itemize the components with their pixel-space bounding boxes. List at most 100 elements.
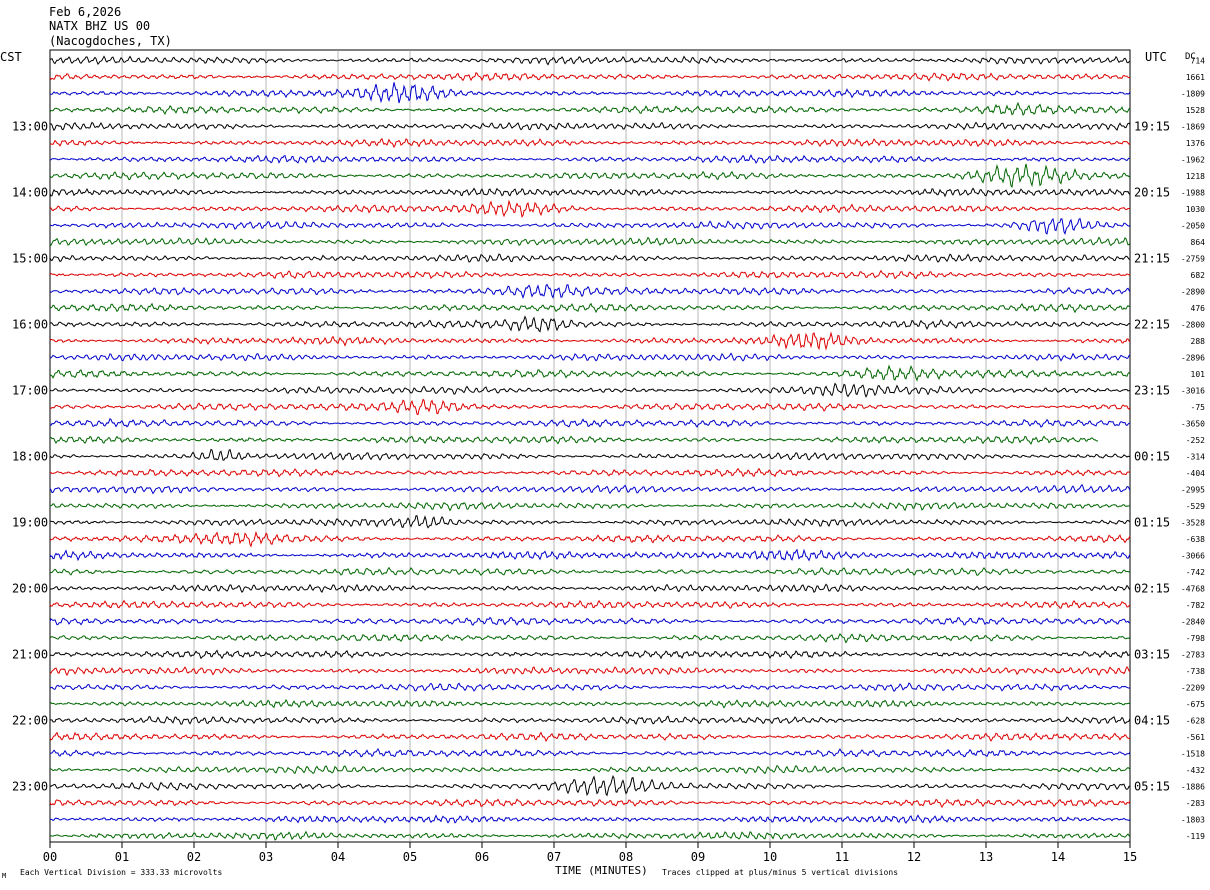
trace-line (49, 798, 1131, 809)
dc-offset-label: -2890 (1181, 287, 1205, 296)
chart-location: (Nacogdoches, TX) (49, 34, 172, 48)
trace-line (49, 599, 1131, 609)
dc-offset-label: -2209 (1181, 683, 1205, 692)
trace-line (49, 418, 1131, 428)
dc-offset-label: -404 (1186, 469, 1205, 478)
right-hour-label: 21:15 (1134, 251, 1170, 265)
x-tick-label: 05 (403, 850, 417, 864)
left-hour-label: 19:00 (12, 515, 48, 529)
trace-line (49, 187, 1131, 198)
dc-offset-label: 864 (1191, 238, 1206, 247)
left-hour-label: 13:00 (12, 119, 48, 133)
right-hour-label: 00:15 (1134, 449, 1170, 463)
dc-offset-label: -1809 (1181, 89, 1205, 98)
trace-line (49, 101, 1131, 116)
trace-line (49, 236, 1131, 247)
dc-label: DC (1185, 52, 1196, 62)
dc-offset-label: -252 (1186, 436, 1205, 445)
left-timezone-label: CST (0, 50, 22, 64)
dc-offset-label: 288 (1191, 337, 1206, 346)
dc-offset-label: -561 (1186, 733, 1205, 742)
trace-line (49, 467, 1131, 478)
trace-line (49, 548, 1131, 562)
trace-line (49, 253, 1131, 263)
right-hour-label: 05:15 (1134, 779, 1170, 793)
trace-line (49, 217, 1131, 235)
dc-offset-label: 714 (1191, 56, 1206, 65)
dc-offset-label: -2050 (1181, 221, 1205, 230)
trace-line (49, 72, 1131, 82)
trace-line (49, 435, 1099, 445)
scale-note: Each Vertical Division = 333.33 microvol… (20, 868, 222, 877)
trace-line (49, 163, 1131, 188)
right-hour-labels: 19:15 20:15 21:15 22:15 23:15 00:15 01:15 02:15… (1134, 119, 1170, 793)
left-hour-label: 17:00 (12, 383, 48, 397)
dc-offset-label: -2995 (1181, 485, 1205, 494)
x-tick-label: 12 (907, 850, 921, 864)
trace-line (49, 137, 1131, 149)
right-hour-label: 22:15 (1134, 317, 1170, 331)
right-hour-label: 20:15 (1134, 185, 1170, 199)
dc-offset-label: -738 (1186, 667, 1205, 676)
chart-station: NATX BHZ US 00 (49, 19, 150, 33)
dc-offset-label: -314 (1186, 452, 1205, 461)
dc-offset-label: 1661 (1186, 73, 1205, 82)
dc-offset-label: -4768 (1181, 584, 1205, 593)
left-hour-label: 18:00 (12, 449, 48, 463)
x-axis-ticks: 00 01 02 03 04 05 06 07 08 09 10 11 12 13 14 15 (43, 842, 1137, 864)
dc-offset-label: -2800 (1181, 320, 1205, 329)
right-hour-label: 03:15 (1134, 647, 1170, 661)
right-hour-label: 04:15 (1134, 713, 1170, 727)
trace-line (49, 632, 1131, 644)
trace-line (49, 649, 1131, 660)
x-tick-label: 13 (979, 850, 993, 864)
trace-line (49, 501, 1131, 512)
left-hour-label: 20:00 (12, 581, 48, 595)
dc-offset-label: -1803 (1181, 815, 1205, 824)
left-hour-label: 21:00 (12, 647, 48, 661)
dc-offset-label: 1030 (1186, 205, 1205, 214)
left-hour-label: 23:00 (12, 779, 48, 793)
trace-line (49, 448, 1131, 461)
x-tick-label: 09 (691, 850, 705, 864)
left-hour-label: 14:00 (12, 185, 48, 199)
dc-offset-label: -3016 (1181, 386, 1205, 395)
trace-line (49, 364, 1131, 382)
trace-line (49, 55, 1131, 66)
trace-line (49, 121, 1131, 132)
dc-offset-label: 1528 (1186, 106, 1205, 115)
dc-offset-label: -1962 (1181, 155, 1205, 164)
trace-line (49, 748, 1131, 758)
dc-offset-label: -432 (1186, 766, 1205, 775)
trace-line (49, 566, 1131, 576)
x-axis-label: TIME (MINUTES) (555, 864, 648, 877)
left-hour-labels: 13:00 14:00 15:00 16:00 17:00 18:00 19:00 20:00… (12, 119, 48, 793)
x-tick-label: 11 (835, 850, 849, 864)
trace-line (49, 269, 1131, 280)
dc-offset-label: -2840 (1181, 617, 1205, 626)
right-hour-label: 19:15 (1134, 119, 1170, 133)
dc-offset-label: -782 (1186, 601, 1205, 610)
right-hour-label: 01:15 (1134, 515, 1170, 529)
trace-line (49, 764, 1131, 775)
dc-offset-label: -675 (1186, 700, 1205, 709)
trace-line (49, 682, 1131, 692)
dc-offset-label: -798 (1186, 634, 1205, 643)
dc-offset-label: -3528 (1181, 518, 1205, 527)
trace-line (49, 483, 1131, 495)
trace-line (49, 830, 1131, 841)
dc-offset-label: 476 (1191, 304, 1206, 313)
trace-line (49, 814, 1131, 824)
trace-line (49, 199, 1131, 218)
trace-line (49, 382, 1130, 398)
dc-offset-label: -1988 (1181, 188, 1205, 197)
dc-offset-label: 1376 (1186, 139, 1205, 148)
dc-offset-label: -283 (1186, 799, 1205, 808)
trace-line (49, 616, 1131, 626)
trace-line (49, 665, 1131, 677)
dc-offset-label: 101 (1191, 370, 1206, 379)
x-tick-label: 00 (43, 850, 57, 864)
dc-offset-label: -3066 (1181, 551, 1205, 560)
dc-offset-labels: 714 1661 -1809 1528 -1869 1376 -1962 1218 -1988 1… (1181, 56, 1205, 841)
